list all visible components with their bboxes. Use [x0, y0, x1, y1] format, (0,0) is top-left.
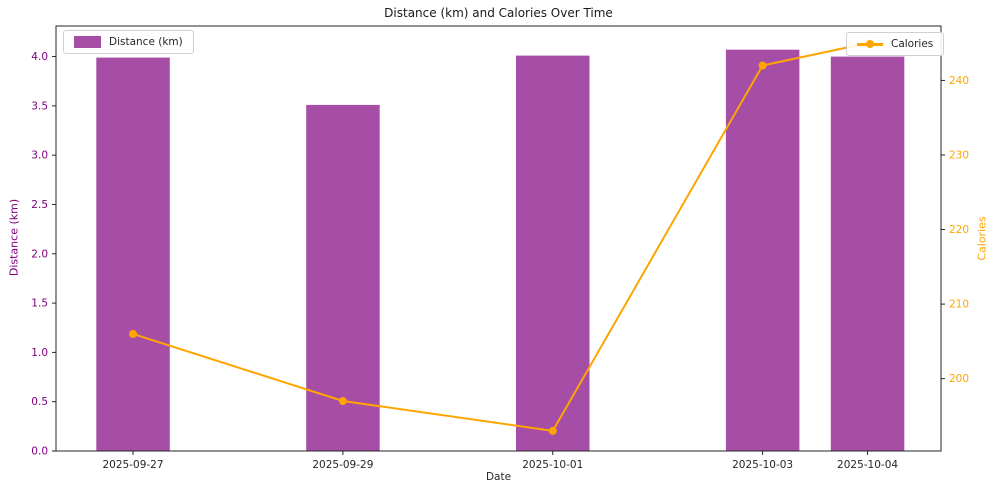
left-tick-label: 3.5	[31, 100, 48, 112]
distance-bar	[516, 55, 590, 451]
axes-box	[55, 25, 942, 452]
left-tick-label: 0.0	[31, 446, 48, 458]
right-tick-label: 210	[949, 299, 969, 311]
left-tick-label: 2.0	[31, 248, 48, 260]
calories-marker-icon	[338, 397, 347, 405]
x-axis-label: Date	[485, 471, 512, 483]
distance-bar	[830, 56, 905, 451]
right-tick-label: 220	[949, 224, 969, 236]
calories-marker-icon	[758, 61, 767, 70]
legend-distance-label: Distance (km)	[109, 36, 183, 48]
legend-calories: Calories	[846, 32, 945, 56]
distance-bar	[725, 49, 800, 451]
right-tick-label: 240	[949, 75, 969, 87]
x-tick-label: 2025-09-29	[312, 459, 373, 471]
calories-marker-icon	[548, 426, 557, 435]
right-axis-label: Calories	[975, 216, 989, 261]
right-tick-label: 230	[949, 149, 969, 161]
x-tick-label: 2025-10-04	[837, 459, 898, 471]
left-tick-label: 4.0	[31, 51, 48, 63]
calories-legend-dot-icon	[866, 40, 874, 48]
left-axis-label: Distance (km)	[7, 198, 21, 277]
x-tick-label: 2025-10-01	[522, 459, 583, 471]
chart-title: Distance (km) and Calories Over Time	[384, 6, 613, 20]
left-tick-label: 1.5	[31, 298, 48, 310]
calories-legend-marker-icon	[857, 40, 883, 48]
left-tick-label: 1.0	[31, 347, 48, 359]
left-tick-label: 2.5	[31, 199, 48, 211]
calories-marker-icon	[129, 329, 137, 338]
distance-legend-swatch-icon	[74, 36, 101, 48]
right-tick-label: 200	[949, 373, 969, 385]
left-tick-label: 0.5	[31, 396, 48, 408]
left-tick-label: 3.0	[31, 150, 48, 162]
legend-calories-label: Calories	[891, 38, 934, 50]
x-tick-label: 2025-10-03	[732, 459, 793, 471]
distance-bar	[96, 57, 170, 451]
x-tick-label: 2025-09-27	[103, 459, 164, 471]
legend-distance: Distance (km)	[63, 30, 194, 54]
